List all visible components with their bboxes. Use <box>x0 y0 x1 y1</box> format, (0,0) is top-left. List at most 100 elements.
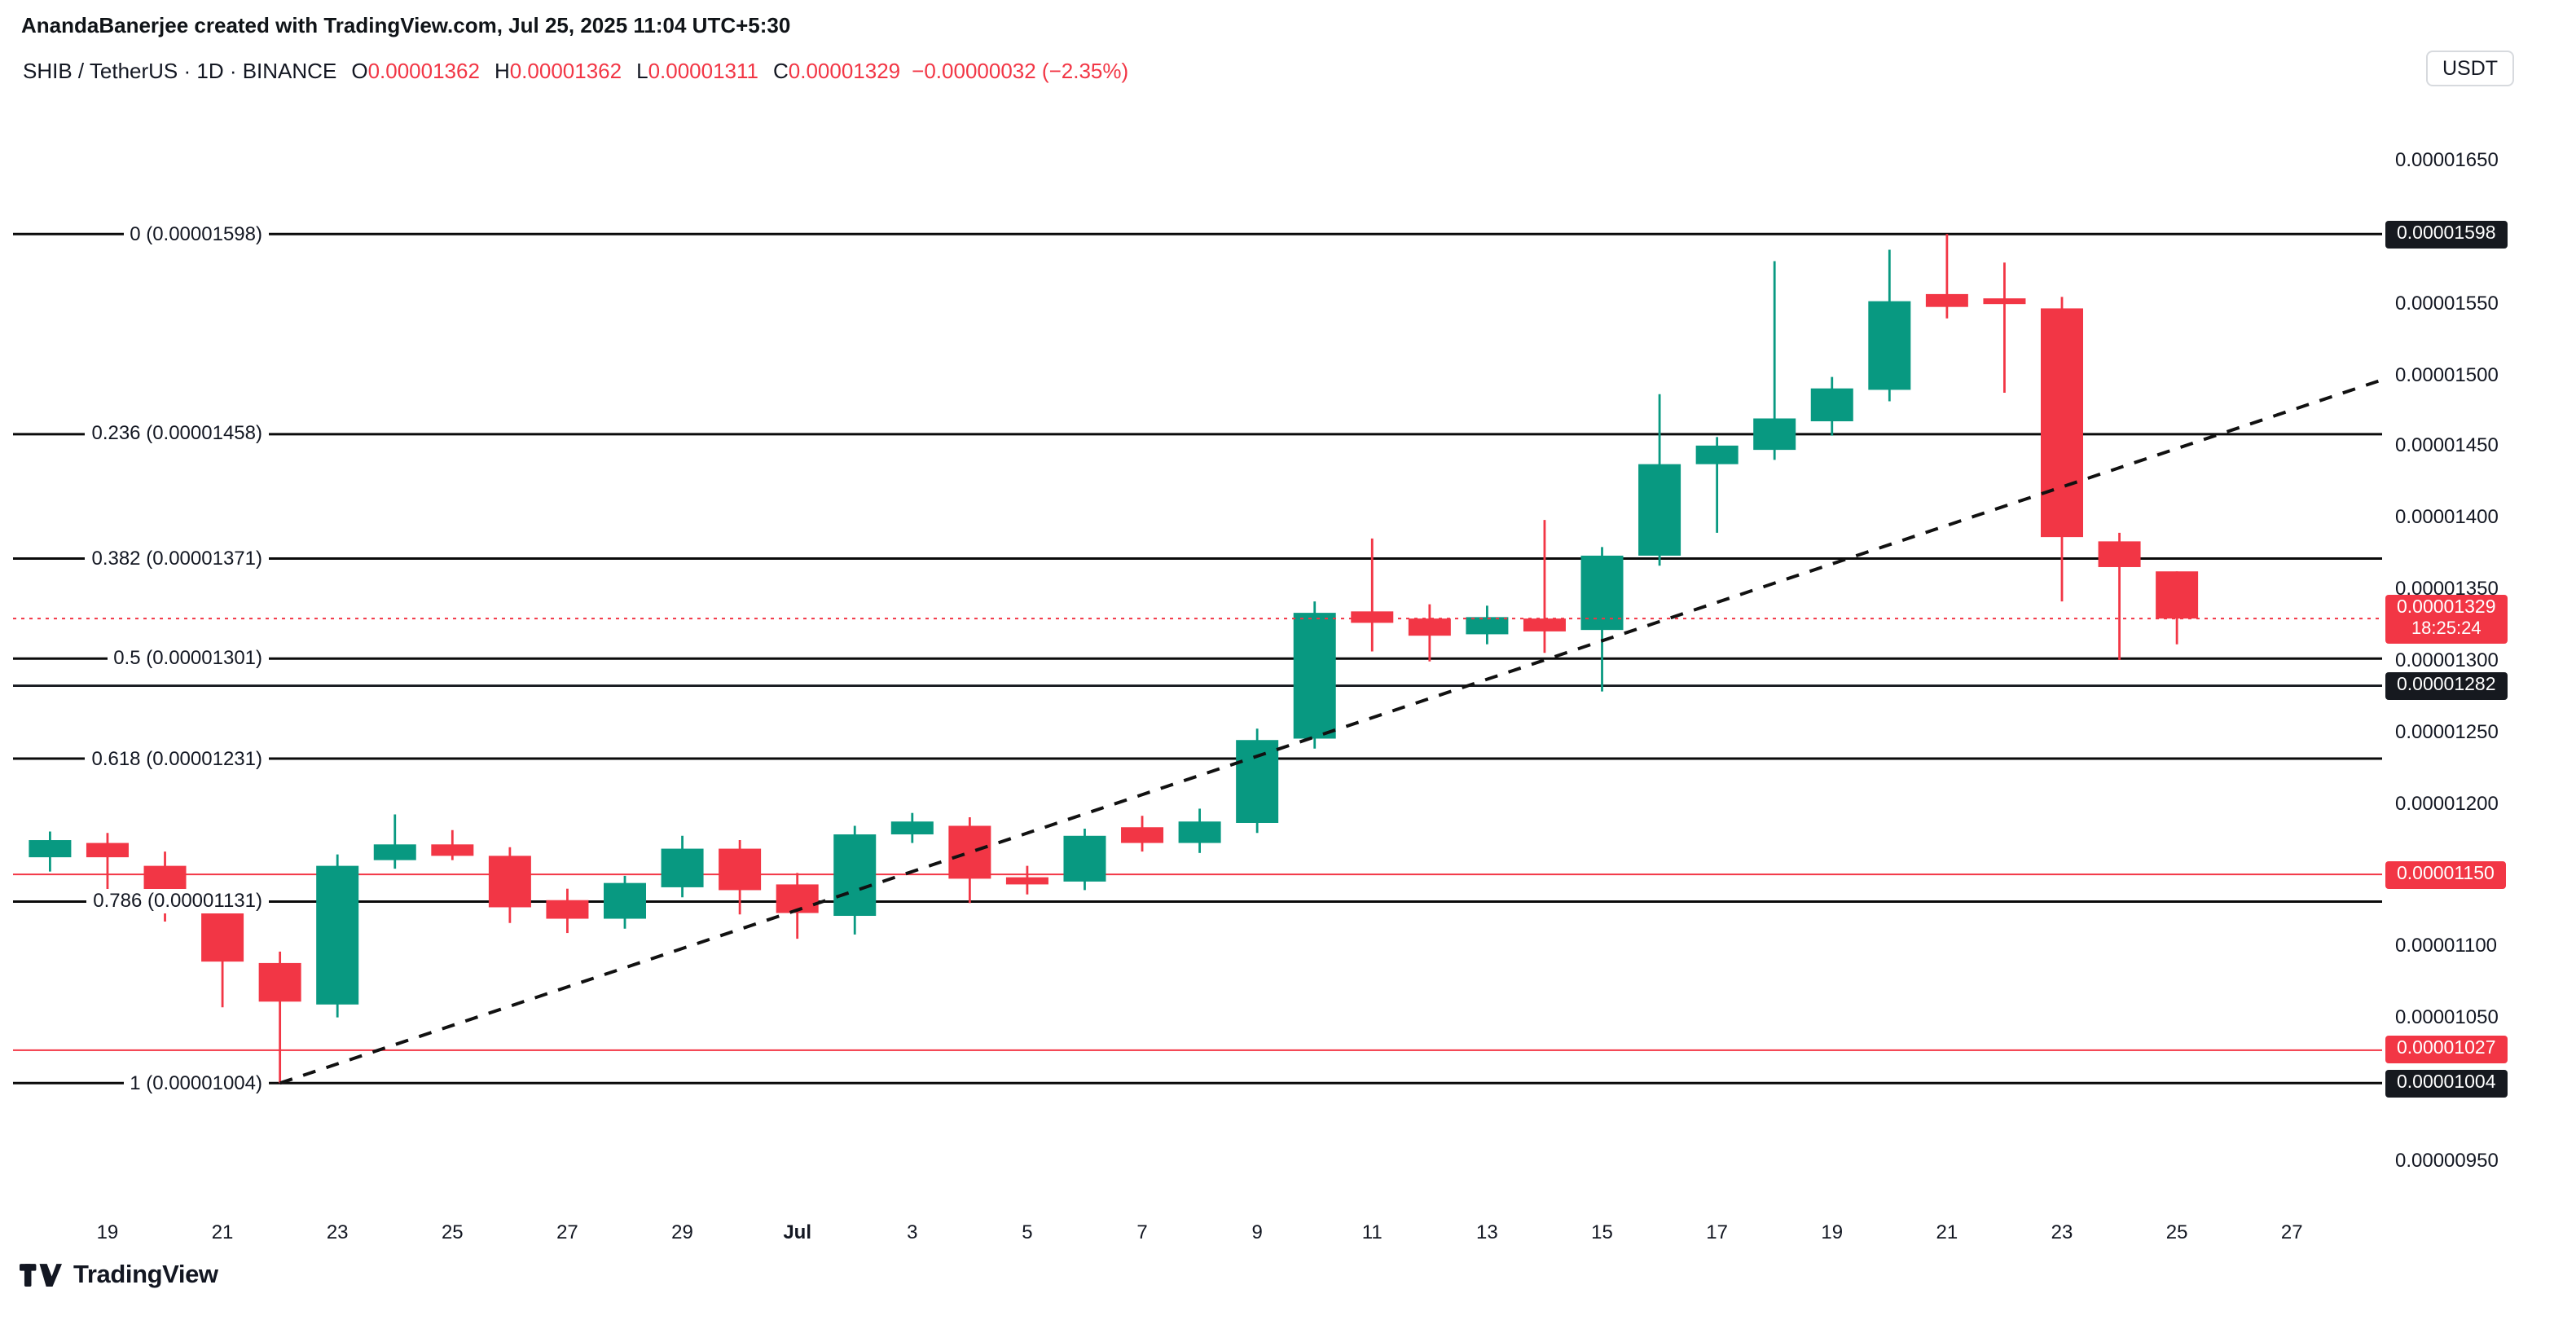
currency-unit-button[interactable]: USDT <box>2426 51 2515 86</box>
candle-body <box>2156 571 2199 619</box>
price-badge: 0.00001329 18:25:24 <box>2385 594 2508 644</box>
time-label: 23 <box>326 1221 349 1243</box>
ohlc-key: C <box>773 59 789 83</box>
candle-body <box>1178 821 1221 843</box>
candle-body <box>2041 308 2083 538</box>
candle-body <box>29 840 72 858</box>
candle-body <box>948 825 991 879</box>
time-label: 19 <box>1821 1221 1844 1243</box>
price-badge: 0.00001150 <box>2385 860 2506 889</box>
candle-body <box>373 844 416 860</box>
time-label: 13 <box>1476 1221 1498 1243</box>
candle-body <box>1925 293 1968 307</box>
time-label: 29 <box>671 1221 693 1243</box>
candle-body <box>2098 541 2141 567</box>
candle-body <box>1408 618 1451 636</box>
candle-body <box>890 821 934 835</box>
time-label: 21 <box>1936 1221 1958 1243</box>
candle-body <box>776 884 819 913</box>
trendline <box>279 378 2383 1085</box>
candle-body <box>1121 827 1164 843</box>
time-label: 9 <box>1251 1221 1263 1243</box>
price-badge: 0.00001598 <box>2385 220 2508 249</box>
bar-countdown: 18:25:24 <box>2411 618 2481 639</box>
candle-body <box>1063 835 1106 882</box>
candle-body <box>1695 445 1739 464</box>
price-tick: 0.00001650 <box>2395 148 2499 171</box>
candle-body <box>1868 301 1911 390</box>
time-axis[interactable]: 19 21 23 25 27 29 Jul 3 5 7 9 11 13 15 17 19 21 23 25 27 <box>0 1206 2576 1261</box>
fib-level-label: 0.5 (0.00001301) <box>107 646 269 671</box>
fib-level-label: 0 (0.00001598) <box>123 222 269 247</box>
candle-body <box>1005 877 1048 885</box>
price-tick: 0.00001300 <box>2395 648 2499 671</box>
symbol-title[interactable]: SHIB / TetherUS · 1D · BINANCE <box>23 59 337 83</box>
price-tick: 0.00001200 <box>2395 791 2499 815</box>
price-tick: 0.00001500 <box>2395 363 2499 386</box>
time-label: 27 <box>556 1221 578 1243</box>
price-badge: 0.00001282 <box>2385 671 2508 700</box>
candle-body <box>1753 418 1796 451</box>
tradingview-logo[interactable]: TradingView <box>20 1261 218 1291</box>
candle-body <box>1638 464 1681 556</box>
candle-body <box>546 900 589 919</box>
price-tick: 0.00001550 <box>2395 291 2499 315</box>
candle-body <box>1351 611 1394 623</box>
time-label: 27 <box>2280 1221 2303 1243</box>
price-tick: 0.00001250 <box>2395 719 2499 743</box>
fib-level-label: 0.786 (0.00001131) <box>86 889 269 914</box>
time-label: 21 <box>211 1221 234 1243</box>
candle-body <box>316 865 359 1005</box>
candle-body <box>1523 618 1566 631</box>
time-label: 25 <box>2165 1221 2188 1243</box>
candle-body <box>604 882 646 919</box>
fib-level-label: 0.618 (0.00001231) <box>85 746 269 772</box>
candle-body <box>1580 555 1624 631</box>
candle-body <box>201 911 244 962</box>
candle-body <box>1236 740 1279 823</box>
time-label: 15 <box>1591 1221 1613 1243</box>
attribution-text: AnandaBanerjee created with TradingView.… <box>21 13 791 37</box>
symbol-legend[interactable]: SHIB / TetherUS · 1D · BINANCE O0.0000136… <box>23 59 1128 83</box>
time-label: 25 <box>441 1221 464 1243</box>
price-tick: 0.00001400 <box>2395 505 2499 529</box>
fib-level-label: 0.382 (0.00001371) <box>85 546 269 571</box>
ohlc-key: H <box>494 59 510 83</box>
change-value: −0.00000032 (−2.35%) <box>912 59 1129 83</box>
candle-body <box>1983 298 2026 305</box>
time-label: 19 <box>96 1221 119 1243</box>
candle-body <box>431 844 474 856</box>
ohlc-values: O0.00001362 H0.00001362 L0.00001311 C0.0000… <box>336 59 900 83</box>
candle-body <box>1810 388 1853 422</box>
fib-level-label: 0.236 (0.00001458) <box>85 421 269 447</box>
candle-body <box>258 962 301 1002</box>
ohlc-key: O <box>351 59 368 83</box>
time-label: 11 <box>1361 1221 1383 1243</box>
ohlc-value: 0.00001362 <box>509 59 622 83</box>
time-label: 23 <box>2051 1221 2073 1243</box>
price-tick: 0.00001100 <box>2395 934 2498 957</box>
time-label: 5 <box>1022 1221 1033 1243</box>
ohlc-key: L <box>636 59 648 83</box>
candle-body <box>86 843 129 858</box>
price-tick: 0.00001450 <box>2395 433 2499 457</box>
candle-body <box>1293 613 1336 739</box>
tradingview-logo-icon <box>20 1264 62 1287</box>
tradingview-logo-text: TradingView <box>73 1261 218 1289</box>
time-label: 7 <box>1136 1221 1148 1243</box>
price-badge: 0.00001004 <box>2385 1069 2508 1098</box>
time-label: Jul <box>783 1221 811 1243</box>
candle-body <box>719 848 762 891</box>
candle-body <box>1466 617 1509 635</box>
candle-body <box>488 856 531 908</box>
price-tick: 0.00000950 <box>2395 1148 2499 1172</box>
price-axis[interactable]: 0.00001650 0.00001550 0.00001500 0.00001450… <box>2382 0 2576 1208</box>
time-label: 17 <box>1706 1221 1728 1243</box>
ohlc-value: 0.00001362 <box>367 59 480 83</box>
fib-level-label: 1 (0.00001004) <box>123 1071 269 1096</box>
ohlc-value: 0.00001329 <box>788 59 901 83</box>
price-badge: 0.00001027 <box>2385 1036 2508 1064</box>
candle-body <box>833 834 877 917</box>
